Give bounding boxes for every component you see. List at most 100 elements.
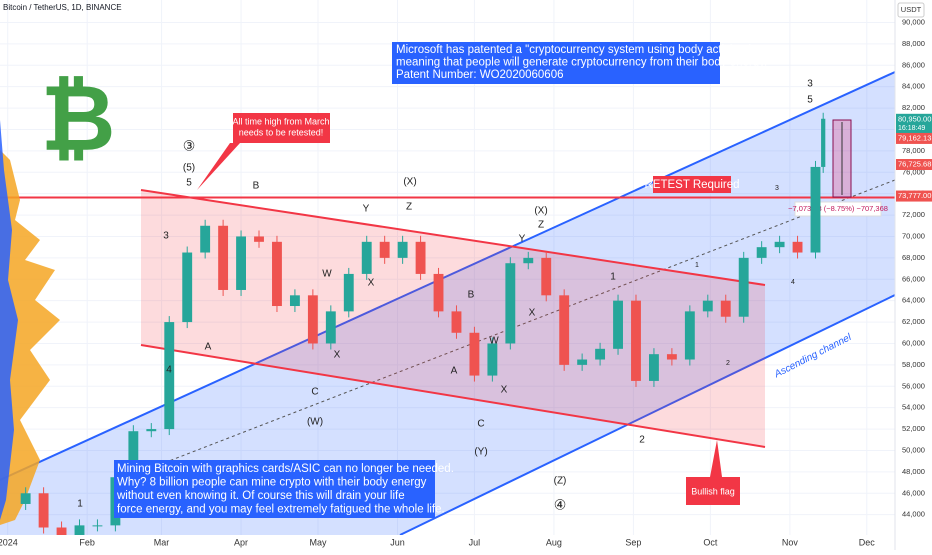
y-tick-label: 82,000 (902, 103, 925, 112)
wave-label: (X) (534, 206, 547, 217)
price-tag (896, 190, 932, 202)
y-tick-label: 54,000 (902, 403, 925, 412)
wave-label: 3 (775, 185, 779, 192)
y-tick-label: 50,000 (902, 445, 925, 454)
volume-profile-down (0, 120, 18, 520)
wave-label: 3 (807, 79, 813, 90)
price-tag-label: 76,725.68 (898, 159, 931, 168)
y-tick-label: 70,000 (902, 231, 925, 240)
wave-label: (Y) (474, 447, 487, 458)
candle (595, 348, 606, 360)
volume-profile-up (0, 150, 60, 525)
wave-label: Z (406, 202, 412, 213)
candle (559, 295, 570, 365)
note-box (114, 460, 435, 518)
wave-label: X (501, 385, 508, 396)
retest-box (653, 176, 731, 193)
candle (289, 295, 300, 307)
y-tick-label: 72,000 (902, 210, 925, 219)
note-text: force energy, and you may feel extremely… (117, 504, 445, 516)
candle (702, 300, 713, 312)
x-tick-label: Mar (154, 537, 170, 547)
price-tag (896, 159, 932, 171)
y-tick-label: 66,000 (902, 274, 925, 283)
price-tag-sub: 16:18:49 (898, 125, 925, 132)
x-tick-label: May (309, 537, 327, 547)
candle (254, 236, 264, 242)
note-text: Microsoft has patented a "cryptocurrency… (396, 44, 774, 56)
wave-label: B (468, 290, 475, 301)
candle (128, 431, 139, 478)
candle (236, 236, 246, 290)
callout-text: needs to be retested! (239, 127, 324, 137)
wave-label: X (529, 308, 536, 319)
candle (666, 354, 677, 360)
candle (541, 257, 552, 296)
candle (343, 273, 354, 312)
wave-label: A (451, 366, 458, 377)
wave-label: ④ (554, 497, 567, 513)
candle (361, 241, 372, 274)
wave-label: (Z) (554, 476, 567, 487)
candle (738, 257, 749, 317)
y-tick-label: 86,000 (902, 60, 925, 69)
candle (792, 241, 803, 253)
x-tick-label: Sep (625, 537, 641, 547)
wave-label: W (489, 336, 499, 347)
title: Bitcoin / TetherUS, 1D, BINANCE (3, 3, 122, 12)
wave-label: (5) (183, 163, 195, 174)
x-tick-label: Dec (859, 537, 876, 547)
x-tick-label: Apr (234, 537, 248, 547)
price-tag (896, 113, 932, 134)
y-tick-label: 58,000 (902, 360, 925, 369)
candle (613, 300, 623, 349)
price-tag-label: 80,950.00 (898, 114, 931, 123)
candle (649, 354, 659, 381)
logo: ₿ (41, 67, 116, 169)
wave-label: 4 (166, 365, 172, 376)
candle (810, 166, 821, 253)
y-tick-label: 78,000 (902, 146, 925, 155)
currency-button[interactable] (897, 2, 925, 18)
wave-label: 2 (726, 360, 730, 367)
candle (774, 241, 785, 248)
candle (218, 225, 229, 290)
candle (272, 241, 282, 307)
wave-label: W (322, 269, 332, 280)
wave-label: 5 (807, 95, 813, 106)
x-tick-label: 2024 (0, 537, 18, 547)
candle (146, 429, 157, 432)
candle (469, 332, 480, 376)
wave-label: X (334, 350, 341, 361)
wave-label: C (477, 419, 484, 430)
wave-label: 1 (77, 499, 83, 510)
candle (325, 311, 336, 344)
candle (505, 263, 516, 344)
candle (38, 493, 49, 528)
y-tick-label: 64,000 (902, 296, 925, 305)
wave-label: Y (519, 234, 526, 245)
candle (307, 295, 318, 344)
y-tick-label: 76,000 (902, 167, 925, 176)
y-tick-label: 88,000 (902, 39, 925, 48)
candle (20, 493, 31, 504)
candle (415, 241, 426, 274)
wave-label: 4 (791, 279, 795, 286)
note-text: Why? 8 billion people can mine crypto wi… (117, 477, 427, 489)
channel-bottom (399, 294, 896, 536)
x-tick-label: Oct (703, 537, 718, 547)
candle (379, 241, 390, 258)
candle (433, 273, 444, 312)
y-tick-label: 44,000 (902, 510, 925, 519)
candle (720, 300, 731, 317)
note-text: Patent Number: WO2020060606 (396, 69, 564, 81)
wave-label: ③ (183, 138, 196, 154)
candle (487, 343, 498, 376)
channel-top (0, 71, 896, 481)
wave-label: C (311, 387, 318, 398)
callout-text: All time high from March (232, 116, 329, 126)
x-tick-label: Jul (469, 537, 481, 547)
wave-label: 2 (639, 435, 645, 446)
wave-label: 3 (163, 231, 169, 242)
